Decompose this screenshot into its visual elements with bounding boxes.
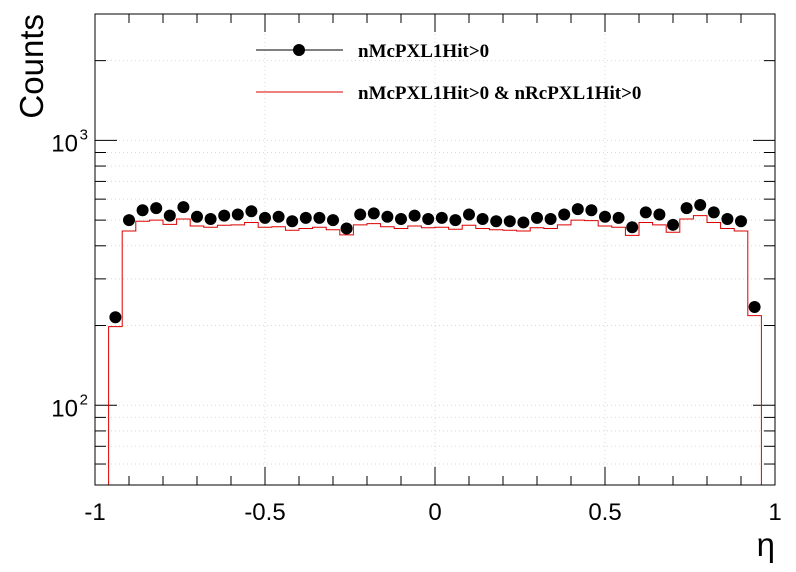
series-1-marker <box>721 212 734 225</box>
y-tick-label: 10 3 <box>51 126 88 157</box>
series-1-marker <box>639 206 652 219</box>
series-1-marker <box>748 300 761 313</box>
series-1-marker <box>191 210 203 223</box>
series-1-marker <box>490 215 503 228</box>
plot-frame <box>94 13 776 486</box>
series-1-marker <box>599 210 611 223</box>
series-1-marker <box>367 207 380 220</box>
x-tick-label: -0.5 <box>244 499 285 526</box>
series-1-marker <box>272 210 285 223</box>
series-1-marker <box>395 212 407 225</box>
legend-entry-1: nMcPXL1Hit>0 <box>358 41 489 62</box>
series-1-marker <box>544 212 557 225</box>
series-1-marker <box>136 204 149 217</box>
series-1-marker <box>585 204 598 217</box>
series-1-marker <box>218 209 231 222</box>
series-1-marker <box>449 214 462 227</box>
series-1-marker <box>123 214 135 227</box>
series-1-marker <box>653 208 666 221</box>
y-tick-label-exponent: 3 <box>80 126 88 143</box>
x-tick-label: 0.5 <box>588 499 621 526</box>
series-1-marker <box>422 212 435 225</box>
series-1-marker <box>299 211 312 224</box>
series-1-marker <box>680 202 693 215</box>
series-1-marker <box>408 209 421 222</box>
series-1-marker <box>313 211 326 224</box>
series-1-marker <box>327 214 339 227</box>
series-layer <box>108 199 762 485</box>
series-1-marker <box>571 203 584 216</box>
series-1-marker <box>626 221 639 234</box>
series-1-marker <box>204 212 217 225</box>
series-1-marker <box>163 209 176 222</box>
series-1-marker <box>707 206 720 219</box>
x-axis-label: η <box>757 526 775 563</box>
series-1-marker <box>340 222 353 235</box>
y-tick-label-base: 10 <box>51 130 78 157</box>
y-tick-label-exponent: 2 <box>80 391 88 408</box>
series-1-marker <box>612 211 625 224</box>
series-1-marker <box>354 208 367 221</box>
y-tick-label-base: 10 <box>51 395 78 422</box>
series-1-marker <box>531 211 543 224</box>
series-1-marker <box>286 215 299 228</box>
series-2-step-line <box>108 215 762 485</box>
x-tick-label: 0 <box>428 499 441 526</box>
series-1-marker <box>463 208 475 221</box>
y-axis-label: Counts <box>13 14 50 119</box>
series-1-marker <box>231 208 244 221</box>
x-tick-label: 1 <box>768 499 781 526</box>
series-1-marker <box>694 199 707 212</box>
legend-marker-dot <box>293 44 305 56</box>
legend-entry-2: nMcPXL1Hit>0 & nRcPXL1Hit>0 <box>358 83 641 104</box>
series-1-marker <box>558 208 571 221</box>
series-1-marker <box>381 210 394 223</box>
x-tick-label: -1 <box>84 499 105 526</box>
series-1-marker <box>435 211 448 224</box>
series-1-marker <box>476 212 489 225</box>
series-1-marker <box>259 211 271 224</box>
series-1-marker <box>735 215 747 228</box>
series-1-marker <box>517 216 530 229</box>
series-1-marker <box>177 201 190 214</box>
series-1-marker <box>150 202 163 215</box>
series-1-marker <box>245 205 258 218</box>
series-1-marker <box>503 215 516 228</box>
series-1-marker <box>667 218 679 231</box>
series-1-marker <box>109 311 122 324</box>
legend: nMcPXL1Hit>0 nMcPXL1Hit>0 & nRcPXL1Hit>0 <box>256 41 641 104</box>
y-tick-label: 10 2 <box>51 391 88 422</box>
